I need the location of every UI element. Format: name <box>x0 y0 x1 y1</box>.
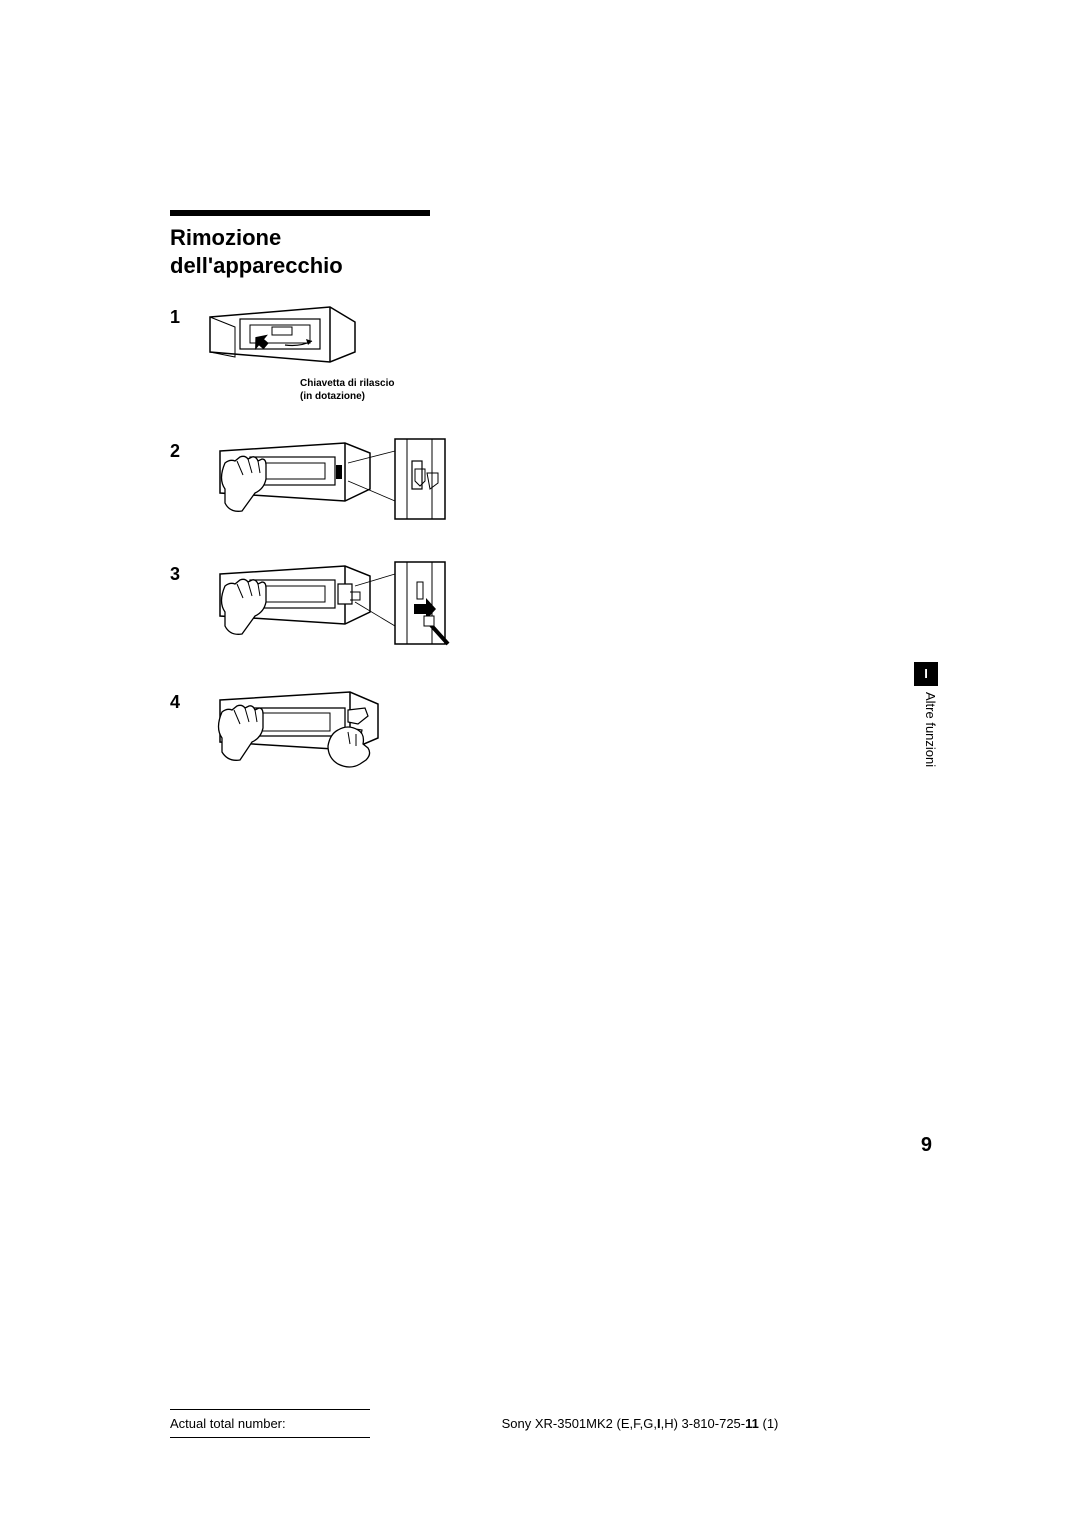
footer-text-2: ,H) 3-810-725- <box>661 1416 746 1431</box>
step-3-number: 3 <box>170 554 200 585</box>
step-2-number: 2 <box>170 431 200 462</box>
step-4-number: 4 <box>170 682 200 713</box>
language-tab: I <box>914 662 938 686</box>
step-4-diagram <box>200 682 450 787</box>
step-3-diagram <box>200 554 450 654</box>
footer-text-3: (1) <box>759 1416 779 1431</box>
step-3: 3 <box>170 554 450 654</box>
step-4: 4 <box>170 682 450 787</box>
footer-left: Actual total number: <box>170 1409 370 1438</box>
label-line-2: (in dotazione) <box>300 391 365 402</box>
step-1-number: 1 <box>170 297 200 328</box>
sidebar-section-label: Altre funzioni <box>923 692 938 792</box>
release-key-label: Chiavetta di rilascio (in dotazione) <box>300 378 450 403</box>
title-rule <box>170 210 430 216</box>
page-footer: Actual total number: Sony XR-3501MK2 (E,… <box>170 1409 910 1438</box>
step-1-diagram: Chiavetta di rilascio (in dotazione) <box>200 297 450 403</box>
footer-text-1: Sony XR-3501MK2 (E,F,G, <box>502 1416 657 1431</box>
section-title: Rimozione dell'apparecchio <box>170 224 450 279</box>
page-number: 9 <box>921 1134 932 1157</box>
label-line-1: Chiavetta di rilascio <box>300 378 394 389</box>
footer-bold-2: 11 <box>745 1416 759 1431</box>
main-content: Rimozione dell'apparecchio 1 Chiavetta <box>170 210 450 815</box>
step-1: 1 Chiavetta di rilascio (in dotazione) <box>170 297 450 403</box>
step-2: 2 <box>170 431 450 526</box>
step-2-diagram <box>200 431 450 526</box>
footer-right: Sony XR-3501MK2 (E,F,G,I,H) 3-810-725-11… <box>370 1416 910 1431</box>
